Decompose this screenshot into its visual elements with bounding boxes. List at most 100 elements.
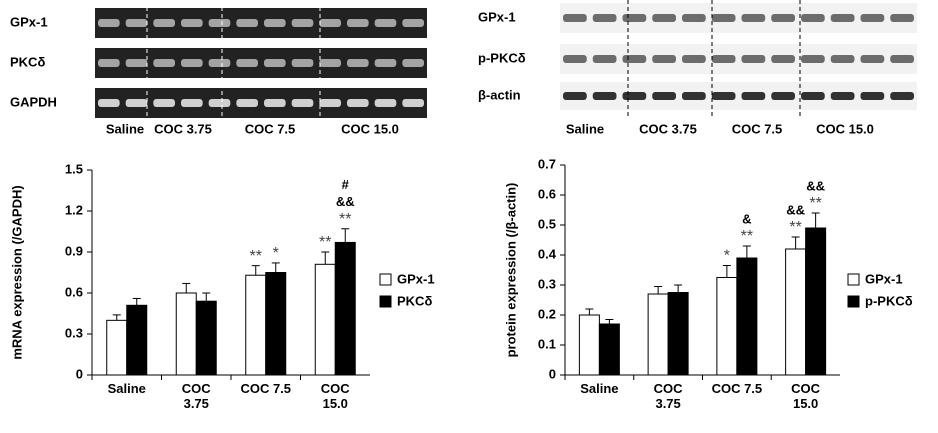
significance-mark: ** [319,234,331,251]
significance-mark: # [342,177,350,192]
gel-band [652,92,676,100]
gel-band [291,99,314,107]
gel-band [236,59,258,67]
gel-band [830,14,855,22]
gel-strip [95,88,427,118]
gel-group-label: Saline [566,121,604,136]
bar [314,263,336,376]
significance-mark: && [806,178,825,193]
gel-band [264,59,286,67]
gel-group-label: COC 3.75 [154,121,212,136]
gel-row-label: GPx-1 [10,14,48,29]
x-tick-label-box: Saline [580,381,619,396]
gel-band [264,99,286,107]
gel-band [830,92,855,100]
gel-strip [560,3,917,33]
gel-group-label: Saline [106,121,144,136]
y-tick-label: 0.7 [538,156,556,171]
gel-band [374,99,397,107]
gel-band [236,99,258,107]
gel-band [236,19,258,27]
gel-band [563,55,587,63]
gel-band [347,19,369,27]
legend-swatch [847,295,860,308]
gel-band [741,92,766,100]
gel-band [347,59,369,67]
x-tick-label-box: COC 7.5 [711,381,763,396]
y-tick-label: 0.4 [538,246,557,261]
bar [598,323,620,376]
significance-mark: & [742,211,751,226]
gel-band [801,92,825,100]
x-tick-label-box: COC 3.75 [182,381,211,411]
bar [578,314,600,376]
y-tick-label: 0.5 [538,216,556,231]
bar [736,257,758,376]
gel-band [98,59,120,67]
y-tick-label: 0.9 [65,243,83,258]
y-tick-label: 1.5 [65,161,83,176]
gel-band [860,55,885,63]
y-tick-label: 1.2 [65,202,83,217]
y-tick-label: 0.2 [538,306,556,321]
gel-band [125,19,148,27]
gel-group-label: COC 7.5 [732,121,783,136]
gel-band [711,55,736,63]
gel-band [291,19,314,27]
gel-group-label: COC 7.5 [245,121,296,136]
gel-band [652,55,676,63]
y-tick-label: 0 [76,366,83,381]
gel-band [622,14,647,22]
bar [716,277,738,376]
legend-label: GPx-1 [397,271,435,286]
gel-band [682,92,706,100]
gel-strip [95,48,427,78]
gel-band [291,59,314,67]
gel-band [830,55,855,63]
gel-strip [560,82,917,110]
gel-row-label: β-actin [478,87,521,102]
x-tick-label-box: COC 15.0 [320,381,350,411]
significance-mark: && [786,202,805,217]
y-tick-label: 0.6 [65,284,83,299]
gel-band [319,99,341,107]
x-tick-label: COC 15.0 [320,381,350,411]
gel-band [652,14,676,22]
gel-band [711,92,736,100]
significance-mark: && [336,194,355,209]
x-tick-label-box: Saline [107,381,146,396]
x-tick-label-box: COC 15.0 [791,381,820,411]
gel-band [771,92,795,100]
gel-band [563,92,587,100]
gel-band [741,14,766,22]
x-tick-label: COC 3.75 [653,381,683,411]
gel-band [890,92,914,100]
x-tick-label: COC 7.5 [240,381,292,396]
bar [245,274,267,376]
significance-mark: ** [789,219,801,236]
x-tick-label-box: COC 7.5 [240,381,292,396]
legend-label: GPx-1 [865,271,903,286]
gel-row-label: p-PKCδ [478,50,526,65]
gel-band [711,14,736,22]
y-tick-label: 0.6 [538,186,556,201]
gel-band [563,14,587,22]
gel-band [592,14,617,22]
gel-row-label: GPx-1 [478,9,516,24]
x-tick-label: COC 7.5 [711,381,763,396]
gel-band [208,59,231,67]
bar [265,272,287,376]
gel-band [622,55,647,63]
x-tick-label: Saline [580,381,619,396]
bar [175,292,197,376]
gel-band [208,99,231,107]
legend-label: p-PKCδ [865,293,913,308]
legend-swatch [379,295,392,308]
x-tick-label: Saline [107,381,146,396]
significance-mark: * [273,245,279,262]
y-tick-label: 0.3 [538,276,556,291]
y-tick-label: 0.3 [65,325,83,340]
bar [334,241,356,376]
gel-group-label: COC 15.0 [341,121,399,136]
